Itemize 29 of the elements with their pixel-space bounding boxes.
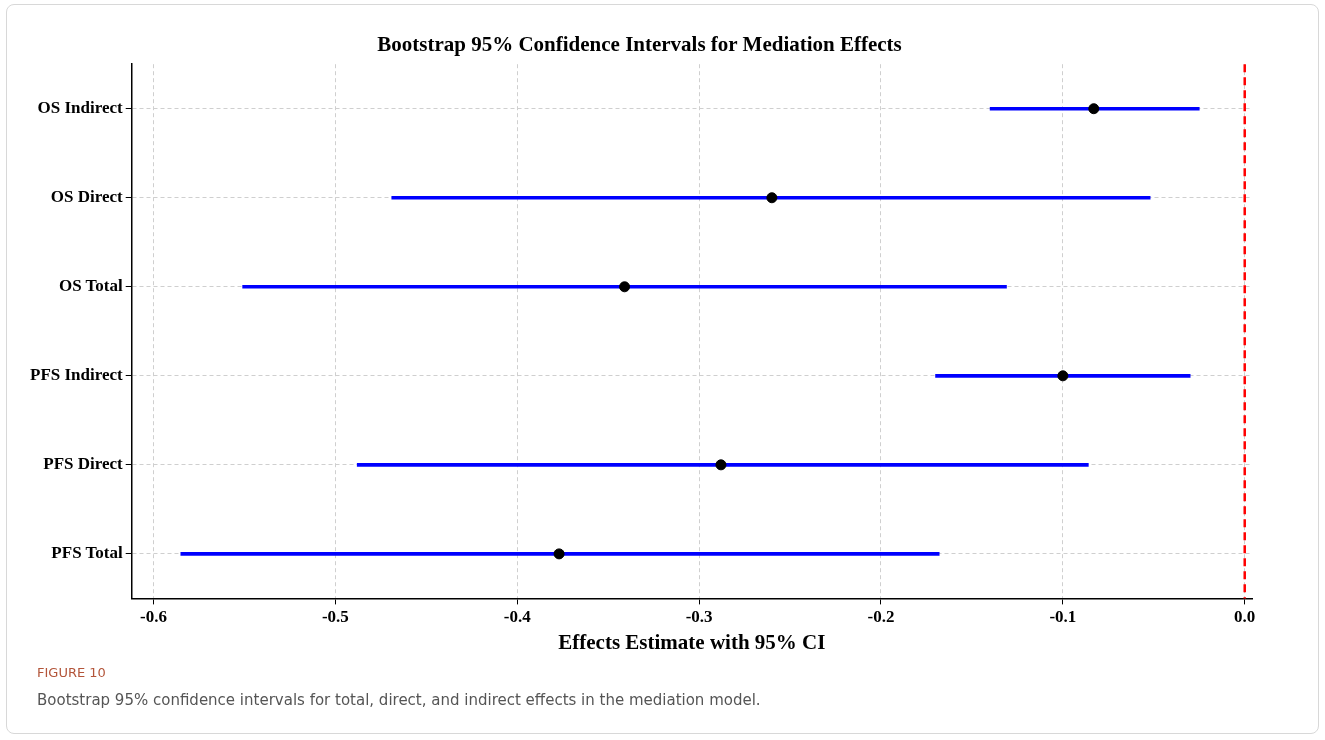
y-tick-label: PFS Direct bbox=[43, 454, 124, 474]
y-tick-label: OS Direct bbox=[50, 187, 124, 207]
bar bbox=[356, 463, 1089, 467]
point bbox=[715, 459, 727, 471]
point bbox=[619, 281, 631, 293]
bar bbox=[391, 195, 1151, 200]
caption: FIGURE 10 bbox=[37, 665, 106, 680]
x-tick-label: -0.5 bbox=[321, 606, 349, 626]
x-tick-label: -0.2 bbox=[867, 606, 895, 626]
y-tick-label: PFS Indirect bbox=[29, 365, 124, 385]
bar bbox=[180, 552, 940, 556]
y-tick-label: OS Indirect bbox=[37, 98, 124, 118]
bar bbox=[242, 284, 1007, 289]
x-tick-label: -0.1 bbox=[1049, 606, 1077, 626]
x-tick-label: -0.6 bbox=[140, 606, 167, 626]
y-tick-label: PFS Total bbox=[51, 543, 123, 563]
bar bbox=[989, 106, 1200, 111]
point bbox=[1088, 103, 1100, 115]
x-tick-label: 0.0 bbox=[1234, 606, 1256, 626]
chart-title: Bootstrap 95% Confidence Intervals for Mediation Effects bbox=[377, 32, 902, 57]
x-axis-title: Effects Estimate with 95% CI bbox=[558, 629, 826, 654]
x-tick-label: -0.3 bbox=[685, 606, 713, 626]
x-tick-label: -0.4 bbox=[503, 606, 532, 626]
point bbox=[1057, 370, 1069, 382]
point bbox=[553, 548, 565, 560]
point bbox=[766, 192, 778, 204]
bar bbox=[935, 373, 1191, 378]
text: Bootstrap 95% confidence intervals for total, direct, and indirect effects in the mediation model. bbox=[37, 691, 761, 709]
y-tick-label: OS Total bbox=[58, 276, 123, 296]
